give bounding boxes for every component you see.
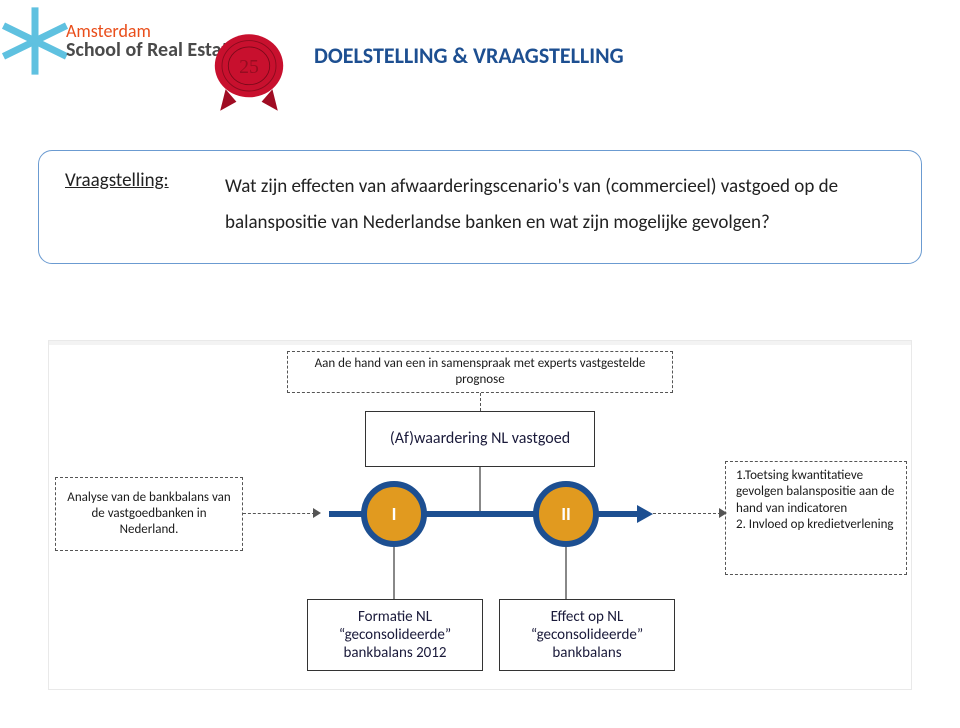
circle-two: II	[533, 481, 599, 547]
box-left-analyse: Analyse van de bankbalans van de vastgoe…	[55, 477, 243, 551]
box-bottom-effect: Effect op NL “geconsolideerde” bankbalan…	[499, 599, 675, 671]
logo-block: Amsterdam School of Real Estate	[0, 6, 238, 76]
box-right-toetsing: 1.Toetsing kwantitatieve gevolgen balans…	[725, 461, 907, 575]
diagram: Aan de hand van een in samenspraak met e…	[48, 340, 912, 690]
svg-text:25: 25	[239, 56, 259, 78]
box-center-afwaardering: (Af)waardering NL vastgoed	[365, 411, 595, 467]
box-bottom-formatie: Formatie NL “geconsolideerde” bankbalans…	[307, 599, 483, 671]
question-box: Vraagstelling: Wat zijn effecten van afw…	[38, 150, 922, 264]
question-label: Vraagstelling:	[65, 169, 225, 241]
seal-icon: 25	[204, 28, 294, 118]
question-body: Wat zijn effecten van afwaarderingscenar…	[225, 169, 895, 241]
box-top-prognose: Aan de hand van een in samenspraak met e…	[287, 351, 673, 393]
circle-one: I	[361, 481, 427, 547]
logo-star-icon	[0, 6, 70, 76]
arrowhead-right	[637, 505, 653, 523]
page-title: DOELSTELLING & VRAAGSTELLING	[314, 42, 624, 69]
